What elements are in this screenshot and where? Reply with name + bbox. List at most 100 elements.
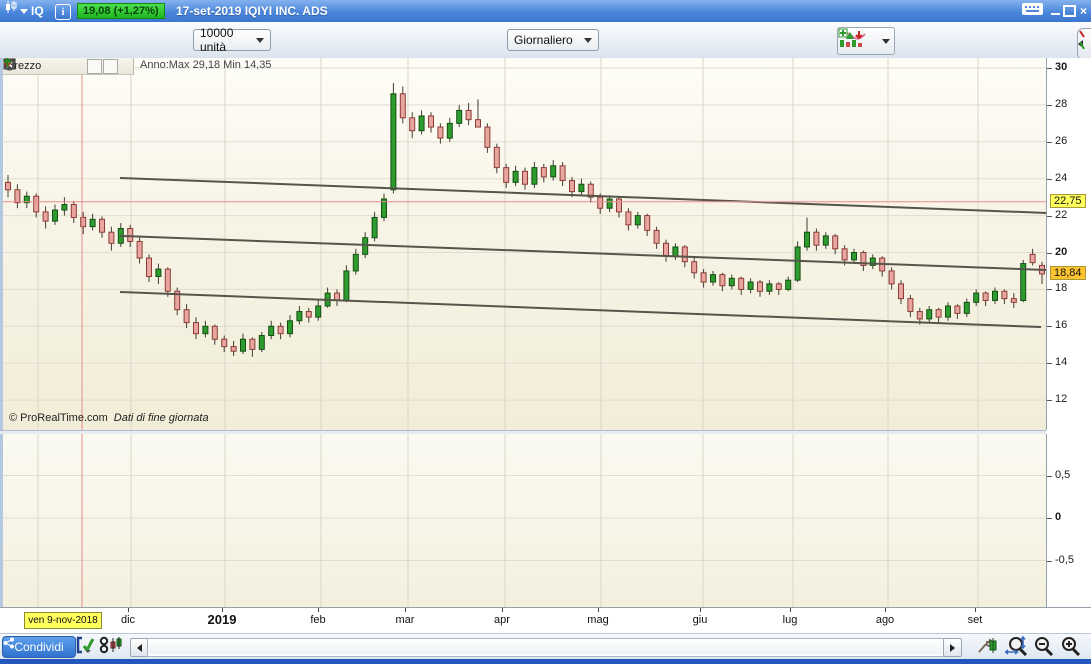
axis-tick bbox=[1047, 326, 1052, 328]
close-icon[interactable] bbox=[3, 58, 86, 73]
candle-body bbox=[277, 325, 284, 335]
candle-body bbox=[221, 338, 228, 348]
candle-body bbox=[99, 218, 105, 233]
candle-body bbox=[569, 180, 575, 193]
price-chart-panel[interactable]: Prezzo Anno:Max 29,18 Min 14,35 bbox=[0, 58, 1049, 430]
zoom-fit-icon[interactable] bbox=[1005, 636, 1028, 656]
data-type-note: Dati di fine giornata bbox=[113, 412, 209, 424]
candle-body bbox=[785, 279, 792, 290]
candle-body bbox=[869, 257, 876, 266]
candle-body bbox=[155, 268, 162, 277]
candle-body bbox=[822, 235, 829, 246]
axis-tick bbox=[1047, 104, 1052, 106]
symbol-label[interactable]: IQ bbox=[31, 4, 44, 18]
candle-body bbox=[362, 237, 369, 255]
minimize-button[interactable] bbox=[1049, 3, 1062, 18]
axis-tick bbox=[1047, 289, 1052, 291]
window-bottom-border bbox=[0, 659, 1091, 664]
move-up-icon[interactable] bbox=[3, 58, 119, 74]
candle-body bbox=[80, 216, 87, 228]
candle-body bbox=[183, 309, 190, 324]
scrollbar-track[interactable] bbox=[147, 638, 945, 657]
candle-body bbox=[174, 290, 181, 311]
zoom-out-icon[interactable] bbox=[1033, 636, 1055, 656]
candle-body bbox=[860, 252, 867, 266]
collapse-panel-button[interactable] bbox=[1077, 28, 1091, 60]
chart-type-dropdown-caret[interactable] bbox=[877, 27, 895, 55]
axis-tick bbox=[1047, 400, 1052, 402]
axis-tick bbox=[885, 608, 886, 612]
price-chart-canvas[interactable] bbox=[3, 58, 1046, 430]
units-dropdown-value: 10000 unità bbox=[200, 26, 234, 54]
candle-body bbox=[851, 252, 857, 261]
candle-body bbox=[493, 146, 500, 169]
share-button[interactable]: Condividi bbox=[2, 636, 76, 658]
candle-body bbox=[973, 292, 980, 303]
candle-body bbox=[268, 325, 275, 337]
candle-body bbox=[888, 270, 895, 285]
candle-body bbox=[512, 170, 519, 183]
design-mode-icon[interactable] bbox=[76, 636, 98, 656]
close-button[interactable]: × bbox=[1079, 3, 1087, 18]
window-icon[interactable] bbox=[3, 58, 72, 73]
units-dropdown[interactable]: 10000 unità bbox=[193, 26, 271, 54]
time-axis: ven 9-nov-2018 dic 2019 feb mar apr mag giu lug… bbox=[0, 607, 1091, 634]
zoom-settings-icon[interactable] bbox=[977, 636, 999, 656]
candle-body bbox=[898, 283, 904, 300]
candle-body bbox=[249, 338, 256, 350]
candle-body bbox=[446, 122, 453, 139]
scroll-right-button[interactable] bbox=[943, 638, 962, 657]
price-tick-label: 28 bbox=[1055, 97, 1068, 110]
chart-type-button[interactable] bbox=[837, 27, 879, 55]
chart-toolbar: 10000 unità Giornaliero bbox=[0, 22, 1091, 60]
candle-body bbox=[963, 301, 970, 314]
time-tick-label: apr bbox=[494, 614, 510, 626]
maximize-button[interactable] bbox=[1063, 3, 1076, 18]
candle-body bbox=[916, 311, 923, 320]
axis-tick bbox=[222, 608, 223, 612]
candle-body bbox=[33, 195, 40, 213]
move-down-icon[interactable] bbox=[3, 58, 103, 74]
info-icon[interactable]: i bbox=[55, 4, 71, 20]
candle-body bbox=[775, 283, 782, 290]
chevron-down-icon bbox=[584, 37, 592, 43]
time-tick-label: mar bbox=[395, 614, 415, 626]
candle-body bbox=[747, 281, 754, 290]
price-tick-label: 14 bbox=[1055, 356, 1068, 369]
candle-body bbox=[794, 246, 801, 281]
price-tick-label: 20 bbox=[1055, 245, 1068, 258]
candle-body bbox=[1029, 253, 1036, 264]
zoom-in-icon[interactable] bbox=[1060, 636, 1082, 656]
indicator-panel[interactable] bbox=[0, 434, 1049, 607]
trend-line bbox=[119, 176, 1046, 214]
axis-tick bbox=[1047, 68, 1052, 69]
indicator-canvas[interactable] bbox=[3, 434, 1046, 607]
axis-tick bbox=[128, 608, 129, 612]
candle-body bbox=[710, 274, 716, 283]
candle-body bbox=[202, 325, 209, 335]
axis-tick bbox=[1047, 178, 1052, 180]
axis-tick bbox=[1047, 560, 1052, 562]
panel-title: Prezzo bbox=[7, 60, 42, 72]
candle-body bbox=[766, 283, 773, 292]
candle-body bbox=[616, 198, 622, 213]
price-panel-tools: Prezzo bbox=[3, 58, 134, 75]
candle-body bbox=[540, 167, 547, 178]
candle-body bbox=[428, 115, 434, 128]
candlestick-objects-icon[interactable] bbox=[99, 636, 122, 656]
symbol-dropdown-caret[interactable] bbox=[20, 0, 28, 22]
timeframe-dropdown[interactable]: Giornaliero bbox=[507, 29, 599, 51]
candle-body bbox=[409, 117, 416, 132]
axis-tick bbox=[1047, 252, 1052, 254]
price-tick-label: 30 bbox=[1055, 61, 1068, 73]
keyboard-icon[interactable] bbox=[1022, 3, 1048, 18]
cursor-date-badge: ven 9-nov-2018 bbox=[24, 612, 102, 629]
candle-body bbox=[14, 189, 21, 204]
scrollbar-thumb[interactable] bbox=[148, 639, 942, 654]
wrench-icon[interactable] bbox=[4, 58, 58, 73]
time-tick-label: lug bbox=[782, 614, 798, 626]
candle-body bbox=[672, 246, 679, 257]
time-tick-label: feb bbox=[310, 614, 326, 626]
time-tick-label: giu bbox=[692, 614, 708, 626]
